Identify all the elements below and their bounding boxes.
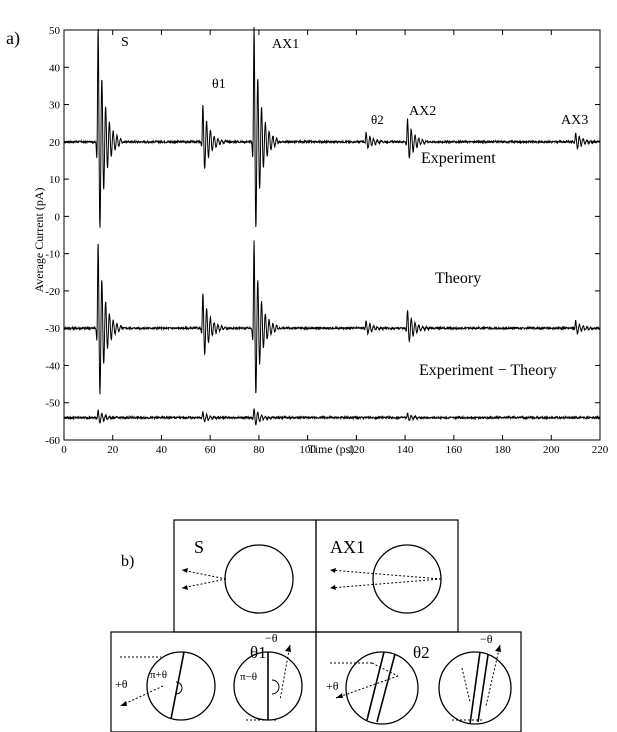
ray-out-b (485, 644, 501, 707)
y-tick-label: -30 (45, 323, 60, 335)
chord-b1 (469, 651, 481, 725)
x-tick-label: 160 (446, 444, 463, 456)
ray-inner-b (461, 667, 471, 703)
angle-label-pi-plus-theta: π+θ (150, 669, 167, 681)
x-tick-label: 60 (205, 444, 217, 456)
chord-a2 (376, 653, 396, 723)
peak-label-theta1: θ1 (212, 77, 226, 92)
ray-out (181, 578, 227, 589)
y-tick-label: -20 (45, 286, 60, 298)
y-tick-label: 50 (49, 25, 61, 37)
particle-circle-b (438, 651, 512, 725)
diagram-theta2 (330, 644, 512, 725)
case-label-ax1: AX1 (330, 537, 365, 557)
chord-a1 (366, 651, 385, 721)
y-tick-label: -10 (45, 249, 60, 261)
arrow-head (182, 568, 188, 573)
y-axis-label: Average Current (pA) (32, 187, 46, 292)
arrow-head (330, 568, 336, 573)
particle-circle-a (146, 651, 216, 721)
series-line-difference (63, 407, 601, 426)
particle-circle (372, 544, 442, 614)
x-tick-label: 20 (107, 444, 119, 456)
angle-label-plus-theta-1: +θ (115, 677, 128, 691)
y-tick-label: 20 (49, 137, 61, 149)
angle-label-minus-theta-2: −θ (480, 632, 493, 646)
particle-circle (224, 544, 294, 614)
diagram-theta1 (119, 644, 303, 721)
frame-theta1 (110, 631, 317, 732)
x-tick-label: 80 (253, 444, 265, 456)
x-tick-label: 200 (543, 444, 560, 456)
diagram-ax1 (329, 544, 442, 614)
peak-label-theta2: θ2 (371, 112, 384, 127)
chord-b2 (477, 654, 489, 723)
curve-label-theory: Theory (435, 270, 481, 287)
y-tick-label: 40 (49, 62, 61, 74)
case-label-theta1: θ1 (250, 643, 267, 662)
arrow-head (120, 701, 127, 706)
plot-curves (63, 27, 601, 426)
arrow-head (330, 585, 336, 590)
x-tick-label: 120 (348, 444, 365, 456)
peak-label-s: S (121, 35, 129, 50)
panel-a-label: a) (6, 28, 20, 49)
x-tick-label: 0 (61, 444, 67, 456)
arrow-head (336, 693, 343, 698)
y-tick-label: 10 (49, 174, 61, 186)
y-tick-label: -50 (45, 398, 60, 410)
ray-out-b (279, 644, 291, 701)
frame-theta2 (315, 631, 522, 732)
y-tick-label: 30 (49, 100, 61, 112)
peak-label-ax3: AX3 (561, 113, 588, 128)
series-line-experiment (63, 27, 601, 228)
axis-ticks: 0 20 40 60 80 100 120 140 160 180 200 2205040302010… (45, 25, 608, 456)
curve-label-difference: Experiment − Theory (419, 362, 557, 379)
plot-axes (63, 29, 601, 441)
arrow-head (182, 585, 188, 590)
panel-b-label: b) (121, 553, 134, 570)
y-tick-label: -60 (45, 435, 60, 447)
panel-b-frames (110, 519, 522, 732)
angle-label-pi-minus-theta: π−θ (240, 671, 257, 683)
peak-label-ax1: AX1 (272, 37, 299, 52)
x-tick-label: 100 (299, 444, 316, 456)
ray-bounce-a (371, 662, 399, 677)
x-tick-label: 140 (397, 444, 414, 456)
diagram-s (181, 544, 294, 614)
chord-a (170, 651, 185, 720)
y-tick-label: -40 (45, 360, 60, 372)
x-tick-label: 180 (494, 444, 511, 456)
ray-out-a (335, 675, 399, 699)
x-tick-label: 40 (156, 444, 168, 456)
ray-in (181, 569, 227, 580)
curve-label-experiment: Experiment (421, 150, 496, 167)
ray-in (329, 569, 442, 580)
particle-circle-a (345, 651, 419, 725)
case-label-s: S (194, 537, 204, 557)
x-axis-label: Time (ps) (308, 442, 355, 456)
series-line-theory (63, 240, 601, 395)
plot-frame (63, 29, 601, 441)
angle-arc-a (175, 681, 183, 695)
angle-label-plus-theta-2: +θ (326, 679, 339, 693)
arrow-head (285, 645, 291, 652)
arrow-head (495, 645, 501, 652)
peak-label-ax2: AX2 (409, 104, 436, 119)
angle-arc-b (271, 679, 280, 695)
case-label-theta2: θ2 (413, 643, 430, 662)
x-tick-label: 220 (592, 444, 609, 456)
ray-out (329, 578, 442, 589)
y-tick-label: 0 (55, 211, 61, 223)
angle-label-minus-theta-1: −θ (265, 631, 278, 645)
